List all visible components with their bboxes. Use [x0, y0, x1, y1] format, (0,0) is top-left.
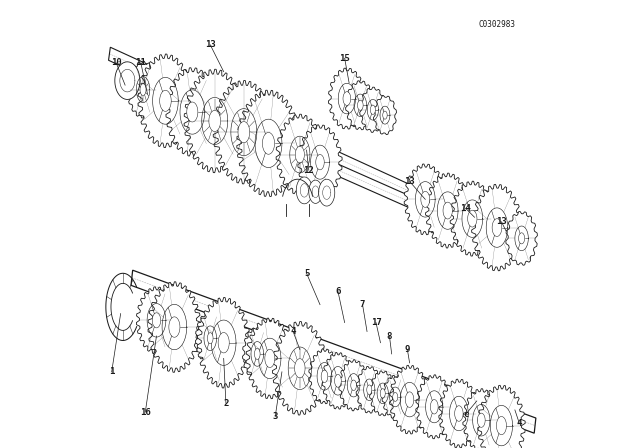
Text: 1: 1: [109, 367, 115, 376]
Polygon shape: [416, 375, 452, 439]
Text: 9: 9: [404, 345, 410, 354]
Polygon shape: [109, 47, 433, 208]
Text: 13: 13: [496, 217, 507, 226]
Text: 2: 2: [223, 399, 228, 408]
Text: 4: 4: [516, 419, 522, 428]
Polygon shape: [294, 359, 305, 378]
Polygon shape: [316, 155, 324, 170]
Polygon shape: [380, 389, 385, 398]
Text: 13: 13: [205, 40, 216, 49]
Polygon shape: [356, 366, 383, 413]
Polygon shape: [265, 349, 275, 367]
Polygon shape: [184, 69, 245, 172]
Polygon shape: [430, 400, 438, 414]
Polygon shape: [243, 327, 272, 381]
Polygon shape: [383, 111, 387, 119]
Polygon shape: [238, 121, 250, 143]
Polygon shape: [371, 105, 376, 114]
Polygon shape: [443, 202, 452, 219]
Polygon shape: [136, 287, 177, 354]
Polygon shape: [335, 375, 341, 387]
Polygon shape: [492, 219, 502, 237]
Polygon shape: [319, 156, 531, 261]
Polygon shape: [321, 370, 328, 383]
Polygon shape: [207, 333, 213, 344]
Polygon shape: [358, 100, 363, 110]
Polygon shape: [518, 233, 525, 244]
Polygon shape: [131, 270, 536, 433]
Polygon shape: [213, 81, 275, 184]
Polygon shape: [319, 179, 335, 206]
Polygon shape: [138, 54, 193, 147]
Polygon shape: [477, 385, 525, 448]
Text: 17: 17: [371, 318, 381, 327]
Polygon shape: [405, 392, 414, 407]
Polygon shape: [328, 68, 365, 129]
Polygon shape: [127, 61, 159, 118]
Polygon shape: [322, 353, 354, 409]
Polygon shape: [209, 110, 221, 132]
Polygon shape: [393, 392, 398, 401]
Polygon shape: [343, 92, 351, 105]
Text: 12: 12: [303, 166, 314, 175]
Polygon shape: [255, 349, 260, 359]
Polygon shape: [390, 365, 429, 434]
Polygon shape: [273, 322, 327, 415]
Text: 7: 7: [360, 300, 365, 309]
Polygon shape: [477, 413, 485, 427]
Polygon shape: [195, 311, 225, 365]
Polygon shape: [454, 406, 463, 421]
Text: 16: 16: [140, 408, 150, 417]
Polygon shape: [276, 114, 324, 195]
Text: 11: 11: [136, 58, 146, 67]
Polygon shape: [360, 87, 386, 133]
Polygon shape: [439, 379, 479, 448]
Polygon shape: [246, 318, 294, 399]
Text: 5: 5: [304, 269, 309, 278]
Polygon shape: [450, 181, 495, 256]
Polygon shape: [148, 282, 201, 372]
Polygon shape: [472, 185, 522, 271]
Polygon shape: [373, 95, 397, 135]
Polygon shape: [218, 332, 229, 353]
Polygon shape: [187, 102, 198, 122]
Polygon shape: [296, 177, 312, 204]
Text: 14: 14: [460, 204, 471, 213]
Polygon shape: [262, 133, 275, 154]
Text: 8: 8: [387, 332, 392, 340]
Text: 10: 10: [111, 58, 122, 67]
Text: 13: 13: [404, 177, 415, 186]
Polygon shape: [160, 90, 172, 112]
Polygon shape: [339, 360, 369, 411]
Polygon shape: [115, 62, 140, 99]
Text: C0302983: C0302983: [479, 20, 515, 29]
Polygon shape: [468, 210, 477, 227]
Polygon shape: [237, 90, 300, 197]
Polygon shape: [367, 385, 372, 395]
Polygon shape: [369, 371, 396, 416]
Polygon shape: [497, 417, 506, 435]
Polygon shape: [404, 164, 446, 235]
Polygon shape: [298, 125, 342, 199]
Text: 4: 4: [291, 327, 296, 336]
Polygon shape: [152, 313, 161, 328]
Polygon shape: [351, 380, 356, 391]
Polygon shape: [295, 146, 305, 163]
Polygon shape: [169, 317, 180, 337]
Polygon shape: [308, 349, 340, 404]
Polygon shape: [197, 297, 250, 388]
Text: 6: 6: [335, 287, 340, 296]
Polygon shape: [140, 84, 146, 95]
Polygon shape: [421, 191, 429, 207]
Polygon shape: [309, 180, 323, 203]
Polygon shape: [382, 375, 408, 418]
Polygon shape: [426, 173, 470, 248]
Polygon shape: [463, 389, 500, 448]
Text: 15: 15: [339, 54, 350, 63]
Polygon shape: [346, 81, 375, 130]
Polygon shape: [506, 211, 538, 265]
Text: c: c: [463, 410, 468, 419]
Text: 3: 3: [273, 412, 278, 421]
Polygon shape: [166, 68, 219, 156]
